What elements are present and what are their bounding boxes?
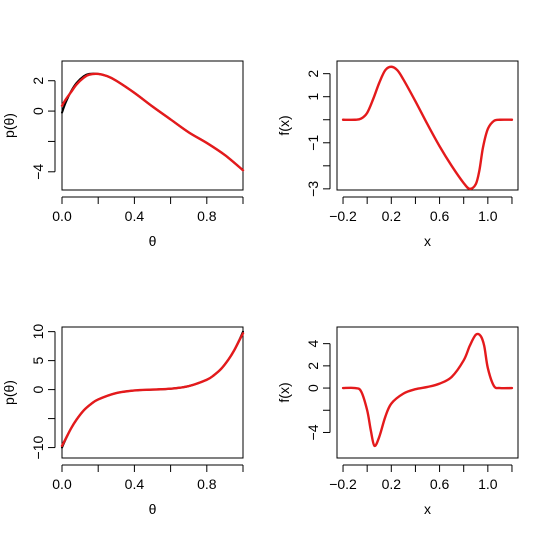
plot-frame	[61, 326, 244, 459]
series-line-2	[60, 332, 245, 448]
y-tick-label: −10	[30, 435, 46, 459]
panel-top-left: 0.0 0.4 0.8 −4 0 2 θ p(θ)	[1, 60, 245, 249]
y-axis: −4 0 2 4	[305, 340, 331, 440]
plot-frame	[336, 60, 519, 191]
plot-frame	[61, 60, 244, 191]
y-tick-label: 5	[30, 357, 46, 365]
x-tick-label: 1.0	[478, 476, 498, 492]
y-tick-label: 0	[30, 386, 46, 394]
x-axis: −0.2 0.2 0.6 1.0	[329, 464, 513, 492]
x-axis-label: θ	[149, 501, 157, 517]
y-axis: −3 −1 1 2	[305, 70, 331, 197]
plot-frame	[336, 326, 519, 459]
y-tick-label: 2	[305, 70, 321, 78]
y-tick-label: 2	[30, 77, 46, 85]
x-axis-label: x	[424, 233, 431, 249]
x-axis-label: θ	[149, 233, 157, 249]
series-line-1	[341, 332, 514, 448]
y-tick-label: 1	[305, 93, 321, 101]
y-tick-label: 10	[30, 324, 46, 340]
y-tick-label: −4	[305, 424, 321, 440]
x-tick-label: 0.6	[430, 208, 450, 224]
panel-bottom-left: 0.0 0.4 0.8 −10 0 5 10 θ p(θ)	[1, 324, 245, 517]
panel-bottom-right: −0.2 0.2 0.6 1.0 −4 0 2 4 x f(x)	[276, 326, 519, 517]
y-tick-label: −4	[30, 164, 46, 180]
x-tick-label: −0.2	[329, 476, 357, 492]
x-tick-label: 0.4	[125, 208, 145, 224]
x-tick-label: 0.4	[125, 476, 145, 492]
y-tick-label: 4	[305, 340, 321, 348]
y-tick-label: −1	[305, 135, 321, 151]
x-tick-label: 0.2	[382, 476, 402, 492]
x-axis: −0.2 0.2 0.6 1.0	[329, 196, 513, 224]
panel-top-right: −0.2 0.2 0.6 1.0 −3 −1 1 2 x f(x)	[276, 60, 519, 249]
x-tick-label: 0.6	[430, 476, 450, 492]
y-tick-label: 0	[30, 107, 46, 115]
y-tick-label: 2	[305, 362, 321, 370]
x-tick-label: −0.2	[329, 208, 357, 224]
x-tick-label: 0.0	[52, 476, 72, 492]
y-axis: −4 0 2	[30, 77, 56, 180]
x-tick-label: 0.8	[197, 476, 217, 492]
series-line-1	[341, 65, 514, 191]
y-axis: −10 0 5 10	[30, 324, 56, 459]
x-tick-label: 0.8	[197, 208, 217, 224]
y-axis-label: f(x)	[276, 382, 292, 402]
y-axis-label: p(θ)	[1, 113, 17, 138]
y-axis-label: p(θ)	[1, 380, 17, 405]
x-tick-label: 1.0	[478, 208, 498, 224]
y-tick-label: −3	[305, 181, 321, 197]
y-tick-label: 0	[305, 384, 321, 392]
y-axis-label: f(x)	[276, 115, 292, 135]
x-tick-label: 0.0	[52, 208, 72, 224]
x-tick-label: 0.2	[382, 208, 402, 224]
series-line-2	[60, 72, 245, 172]
x-axis: 0.0 0.4 0.8	[52, 464, 244, 492]
x-axis: 0.0 0.4 0.8	[52, 196, 244, 224]
x-axis-label: x	[424, 501, 431, 517]
series-line-1	[61, 72, 244, 172]
